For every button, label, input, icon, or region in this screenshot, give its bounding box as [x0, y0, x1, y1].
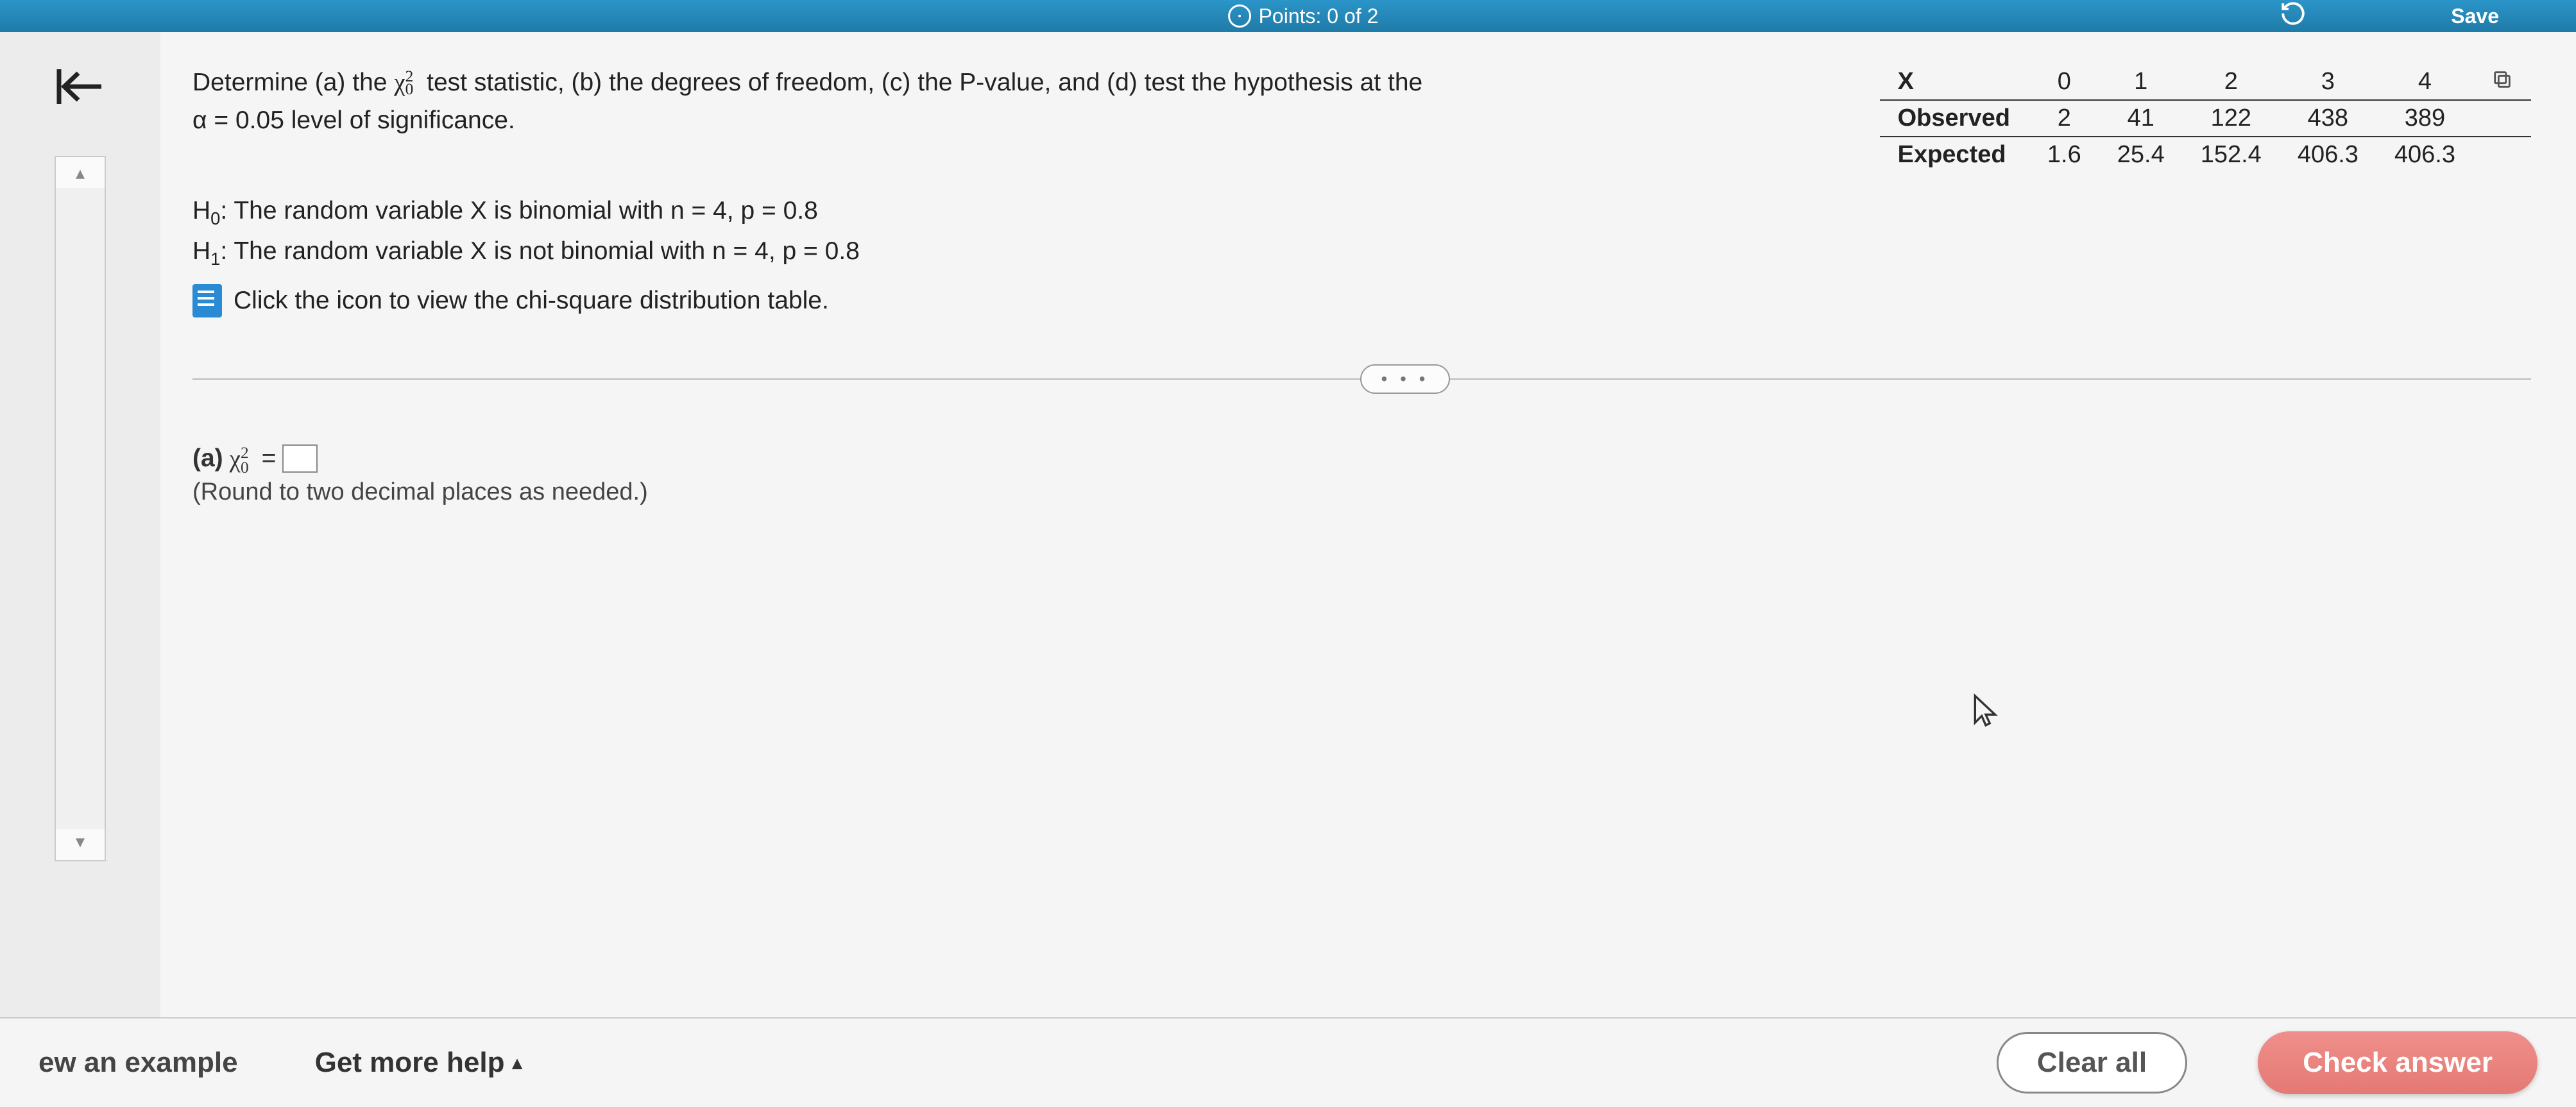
target-icon — [1228, 4, 1251, 28]
obs-3: 438 — [2280, 100, 2376, 137]
bottom-toolbar: ew an example Get more help ▴ Clear all … — [0, 1017, 2576, 1107]
h0-line: H0: The random variable X is binomial wi… — [192, 192, 2531, 232]
clear-all-button[interactable]: Clear all — [1997, 1032, 2187, 1094]
data-table-wrapper: X 0 1 2 3 4 Observed 2 41 122 — [1880, 64, 2531, 173]
scroll-up-button[interactable]: ▴ — [55, 156, 106, 188]
data-table: X 0 1 2 3 4 Observed 2 41 122 — [1880, 64, 2531, 173]
view-example-button[interactable]: ew an example — [38, 1047, 238, 1079]
question-content: Determine (a) the χ20 test statistic, (b… — [160, 32, 2576, 1017]
mouse-cursor-icon — [1970, 693, 2002, 739]
col-0: 0 — [2029, 64, 2099, 100]
question-scroller: ▴ ▴ — [55, 156, 106, 861]
expand-pill[interactable]: • • • — [1360, 364, 1450, 394]
chi-answer-symbol: χ20 — [230, 444, 249, 473]
section-divider: • • • — [192, 378, 2531, 380]
points-label: Points: 0 of 2 — [1259, 4, 1379, 28]
chi-symbol: χ20 — [394, 69, 413, 96]
question-prompt: Determine (a) the χ20 test statistic, (b… — [192, 64, 1841, 139]
col-3: 3 — [2280, 64, 2376, 100]
col-4: 4 — [2376, 64, 2473, 100]
alpha-line: α = 0.05 level of significance. — [192, 106, 515, 134]
col-2: 2 — [2183, 64, 2280, 100]
x-label: X — [1880, 64, 2029, 100]
part-a-label: (a) — [192, 444, 223, 473]
obs-1: 41 — [2099, 100, 2183, 137]
left-nav-column: ▴ ▴ — [0, 32, 160, 1017]
observed-row: Observed 2 41 122 438 389 — [1880, 100, 2531, 137]
obs-2: 122 — [2183, 100, 2280, 137]
points-indicator: Points: 0 of 2 — [1228, 4, 1379, 28]
back-arrow-button[interactable] — [51, 64, 109, 117]
obs-4: 389 — [2376, 100, 2473, 137]
exp-4: 406.3 — [2376, 137, 2473, 173]
help-label: Get more help — [315, 1047, 505, 1079]
exp-1: 25.4 — [2099, 137, 2183, 173]
chi-table-text: Click the icon to view the chi-square di… — [234, 282, 829, 320]
equals-sign: = — [262, 444, 277, 473]
expected-label: Expected — [1880, 137, 2029, 173]
copy-icon[interactable] — [2473, 64, 2531, 100]
exp-3: 406.3 — [2280, 137, 2376, 173]
save-button[interactable]: Save — [2451, 4, 2499, 28]
table-icon — [192, 284, 222, 317]
h1-line: H1: The random variable X is not binomia… — [192, 232, 2531, 273]
prompt-text-2: test statistic, (b) the degrees of freed… — [420, 69, 1422, 96]
rounding-note: (Round to two decimal places as needed.) — [192, 478, 2531, 506]
prompt-text-1: Determine (a) the — [192, 69, 394, 96]
table-header-row: X 0 1 2 3 4 — [1880, 64, 2531, 100]
top-bar: Points: 0 of 2 Save — [0, 0, 2576, 32]
answer-section: (a) χ20 = (Round to two decimal places a… — [192, 444, 2531, 506]
check-answer-button[interactable]: Check answer — [2258, 1031, 2538, 1094]
get-help-button[interactable]: Get more help ▴ — [315, 1047, 522, 1079]
observed-label: Observed — [1880, 100, 2029, 137]
caret-up-icon: ▴ — [512, 1052, 522, 1074]
chi-table-link[interactable]: Click the icon to view the chi-square di… — [192, 282, 2531, 320]
scroll-down-button[interactable]: ▴ — [55, 829, 106, 861]
hypotheses-block: H0: The random variable X is binomial wi… — [192, 192, 2531, 321]
refresh-icon[interactable] — [2280, 0, 2307, 32]
main-area: ▴ ▴ Determine (a) the χ20 test statistic… — [0, 32, 2576, 1017]
part-a-line: (a) χ20 = — [192, 444, 2531, 473]
chi-square-input[interactable] — [282, 444, 318, 473]
exp-2: 152.4 — [2183, 137, 2280, 173]
exp-0: 1.6 — [2029, 137, 2099, 173]
obs-0: 2 — [2029, 100, 2099, 137]
expected-row: Expected 1.6 25.4 152.4 406.3 406.3 — [1880, 137, 2531, 173]
col-1: 1 — [2099, 64, 2183, 100]
